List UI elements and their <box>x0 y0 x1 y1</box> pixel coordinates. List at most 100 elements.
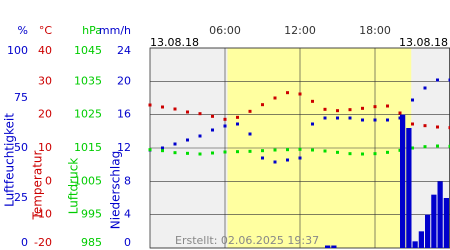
data-point <box>436 78 439 82</box>
data-point <box>411 98 414 102</box>
data-point <box>311 99 314 103</box>
data-point <box>336 116 339 120</box>
data-point <box>248 149 252 153</box>
data-point <box>411 146 414 150</box>
data-point <box>323 149 327 153</box>
axis-unit: °C <box>39 24 53 37</box>
y-tick-label: 40 <box>38 44 52 57</box>
bar <box>425 214 431 248</box>
axis-unit: % <box>18 24 28 37</box>
bar <box>431 194 437 248</box>
bar <box>400 114 406 249</box>
axis-title: Luftfeuchtigkeit <box>3 113 17 207</box>
data-point <box>286 158 289 162</box>
data-point <box>148 103 152 107</box>
data-point <box>348 108 352 112</box>
data-point <box>236 150 239 154</box>
date-left: 13.08.18 <box>150 36 199 49</box>
y-tick-label: 0 <box>45 174 52 187</box>
data-point <box>386 104 389 108</box>
data-point <box>248 132 252 136</box>
y-tick-label: -20 <box>34 236 52 249</box>
data-point <box>298 147 302 151</box>
data-point <box>161 105 164 109</box>
axis-title: Temperatur <box>31 150 45 220</box>
y-tick-label: 0 <box>21 236 28 249</box>
data-point <box>286 91 289 95</box>
data-point <box>161 146 164 150</box>
bar <box>406 128 412 248</box>
data-point <box>211 114 214 118</box>
y-tick-label: 1015 <box>74 141 102 154</box>
data-point <box>236 122 239 126</box>
y-tick-label: 1025 <box>74 108 102 121</box>
axis-unit: hPa <box>82 24 102 37</box>
y-tick-label: 24 <box>117 44 131 57</box>
data-point <box>336 109 339 113</box>
data-point <box>298 156 302 160</box>
data-point <box>323 107 327 111</box>
data-point <box>386 118 389 122</box>
data-point <box>186 138 189 142</box>
x-tick-label: 06:00 <box>209 24 241 37</box>
y-tick-label: 20 <box>117 74 131 87</box>
data-point <box>211 128 214 132</box>
y-tick-label: 985 <box>81 236 102 249</box>
data-point <box>223 124 227 128</box>
y-tick-label: 12 <box>117 141 131 154</box>
data-point <box>436 125 439 129</box>
data-point <box>373 152 377 156</box>
data-point <box>173 107 177 111</box>
data-point <box>286 148 289 152</box>
y-tick-label: 1035 <box>74 74 102 87</box>
data-point <box>273 160 277 164</box>
data-point <box>198 112 202 116</box>
axis-title: Niederschlag <box>109 151 123 229</box>
data-point <box>386 150 389 154</box>
bar <box>443 198 449 248</box>
bar <box>437 181 443 248</box>
data-point <box>348 116 352 120</box>
data-point <box>148 148 152 152</box>
data-point <box>311 122 314 126</box>
data-point <box>298 92 302 96</box>
data-point <box>161 149 164 153</box>
bar <box>331 245 337 248</box>
date-right: 13.08.18 <box>399 36 448 49</box>
y-tick-label: 30 <box>38 74 52 87</box>
y-tick-label: 10 <box>38 141 52 154</box>
data-point <box>448 78 450 82</box>
data-point <box>248 109 252 113</box>
x-tick-label: 12:00 <box>284 24 316 37</box>
y-tick-label: 16 <box>117 108 131 121</box>
data-point <box>173 151 177 155</box>
data-point <box>261 103 264 107</box>
axis-title: Luftdruck <box>67 158 81 215</box>
data-point <box>323 116 327 120</box>
y-tick-label: 0 <box>124 236 131 249</box>
x-tick-label: 18:00 <box>359 24 391 37</box>
data-point <box>198 134 202 138</box>
data-point <box>448 126 450 130</box>
data-point <box>423 124 427 128</box>
data-point <box>273 148 277 152</box>
y-tick-label: 20 <box>38 108 52 121</box>
data-point <box>448 144 450 148</box>
data-point <box>361 152 364 156</box>
bar <box>412 241 418 248</box>
data-point <box>236 115 239 119</box>
data-point <box>336 150 339 154</box>
y-tick-label: -10 <box>34 208 52 221</box>
data-point <box>423 145 427 149</box>
y-tick-label: 25 <box>14 191 28 204</box>
y-tick-label: 75 <box>14 91 28 104</box>
y-tick-label: 995 <box>81 208 102 221</box>
data-point <box>261 149 264 153</box>
y-tick-label: 1045 <box>74 44 102 57</box>
data-point <box>436 144 439 148</box>
data-point <box>361 106 364 110</box>
data-point <box>223 150 227 154</box>
data-point <box>361 118 364 122</box>
data-point <box>423 86 427 90</box>
